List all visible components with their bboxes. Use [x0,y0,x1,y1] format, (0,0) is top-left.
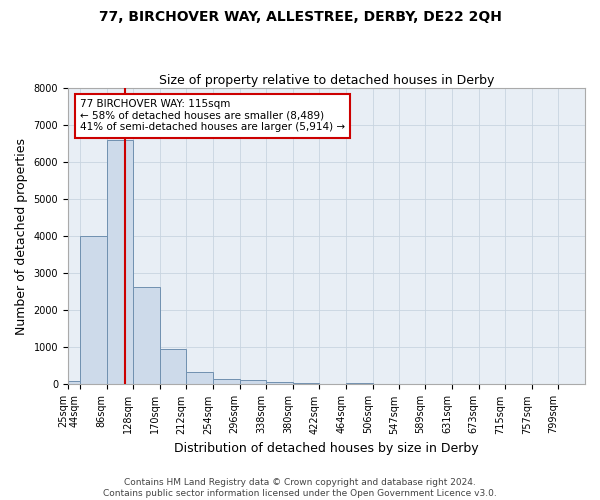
X-axis label: Distribution of detached houses by size in Derby: Distribution of detached houses by size … [174,442,479,455]
Text: Contains HM Land Registry data © Crown copyright and database right 2024.
Contai: Contains HM Land Registry data © Crown c… [103,478,497,498]
Text: 77, BIRCHOVER WAY, ALLESTREE, DERBY, DE22 2QH: 77, BIRCHOVER WAY, ALLESTREE, DERBY, DE2… [98,10,502,24]
Text: 77 BIRCHOVER WAY: 115sqm
← 58% of detached houses are smaller (8,489)
41% of sem: 77 BIRCHOVER WAY: 115sqm ← 58% of detach… [80,100,345,132]
Y-axis label: Number of detached properties: Number of detached properties [15,138,28,335]
Bar [266,382,293,384]
Bar [80,236,107,384]
Bar [187,372,213,384]
Bar [133,288,160,384]
Bar [213,380,239,384]
Title: Size of property relative to detached houses in Derby: Size of property relative to detached ho… [159,74,494,87]
Bar [293,382,319,384]
Bar [346,382,373,384]
Bar [107,140,133,384]
Bar [239,380,266,384]
Bar [68,382,80,384]
Bar [160,349,187,384]
